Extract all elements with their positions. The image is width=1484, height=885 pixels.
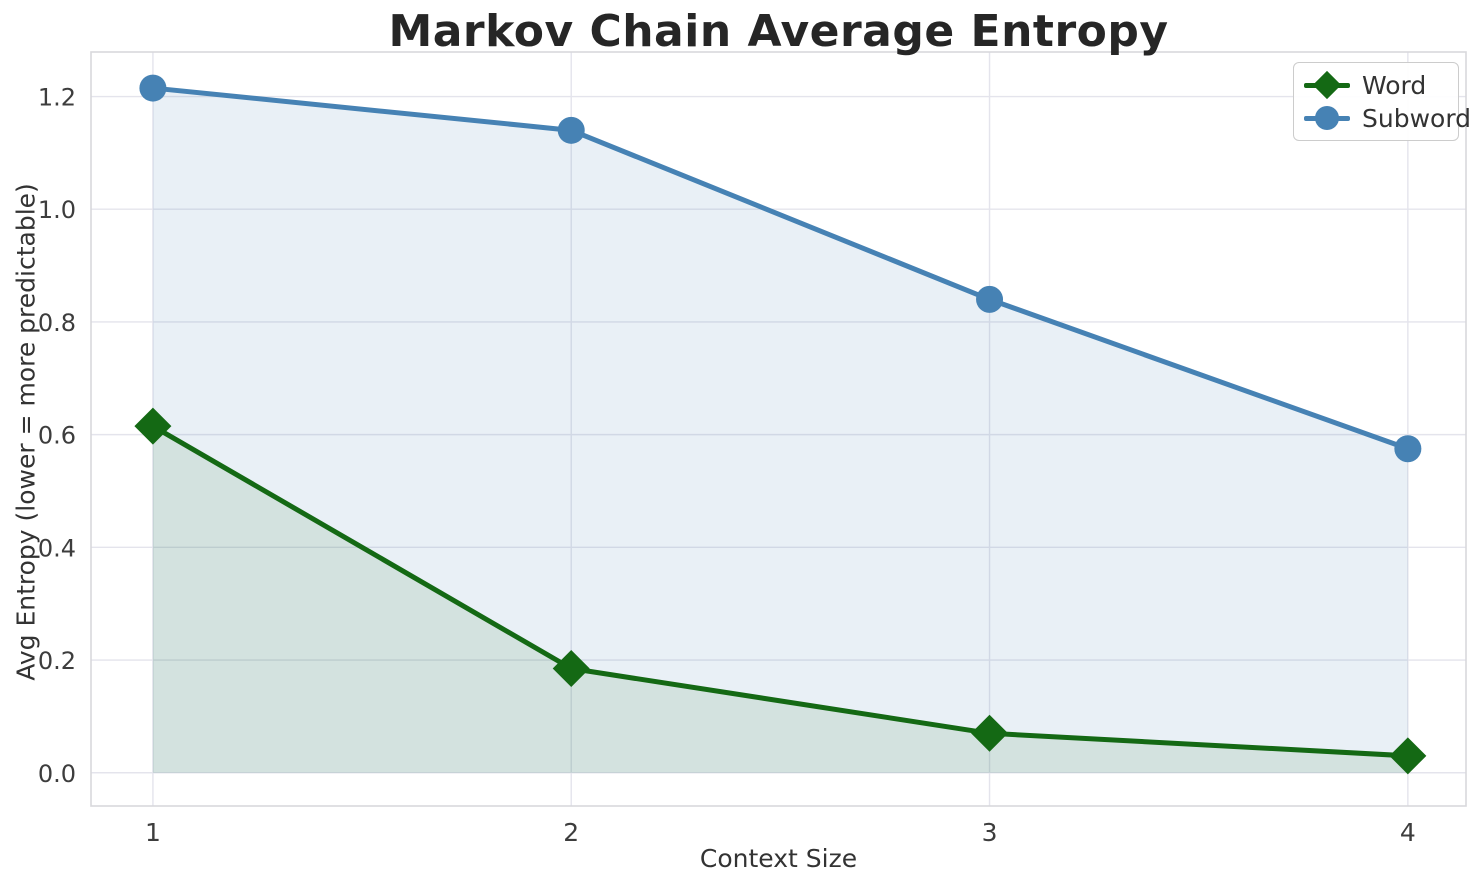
series-subword-marker xyxy=(557,116,585,144)
y-tick-label: 0.2 xyxy=(38,647,76,675)
x-tick-label: 1 xyxy=(145,818,161,847)
y-tick-label: 0.0 xyxy=(38,760,76,788)
diamond-marker-icon xyxy=(1304,70,1350,100)
series-word-marker xyxy=(552,649,590,687)
legend-shape-swatch xyxy=(1315,106,1339,130)
legend-item-subword: Subword xyxy=(1304,103,1471,133)
legend-item-word: Word xyxy=(1304,70,1446,100)
series-word-line xyxy=(150,423,1411,759)
series-word-area xyxy=(152,426,1408,773)
series-word-marker xyxy=(134,407,172,445)
x-tick-label: 4 xyxy=(1400,818,1416,847)
y-tick-label: 0.8 xyxy=(38,309,76,337)
series-subword-line xyxy=(150,85,1411,452)
x-axis-label: Context Size xyxy=(699,844,858,873)
y-tick-label: 0.6 xyxy=(38,422,76,450)
plot-background xyxy=(91,52,1466,806)
series-subword-marker xyxy=(139,74,167,102)
legend-shape-swatch xyxy=(1312,70,1342,100)
series-subword-area xyxy=(152,88,1408,773)
y-tick-label: 0.4 xyxy=(38,534,76,562)
series-subword-marker xyxy=(1394,435,1422,463)
y-tick-label: 1.2 xyxy=(38,84,76,112)
x-tick-label: 3 xyxy=(982,818,998,847)
chart-title: Markov Chain Average Entropy xyxy=(388,6,1169,57)
series-word-marker xyxy=(1389,737,1427,775)
series-word-marker xyxy=(971,714,1009,752)
legend-label: Word xyxy=(1362,70,1427,100)
x-tick-label: 2 xyxy=(563,818,579,847)
series-subword-marker xyxy=(976,285,1004,313)
y-tick-label: 1.0 xyxy=(38,196,76,224)
plot-spines xyxy=(90,51,1467,807)
legend: Word Subword xyxy=(1293,62,1471,141)
circle-marker-icon xyxy=(1304,104,1350,132)
y-axis-label: Avg Entropy (lower = more predictable) xyxy=(11,183,41,681)
legend-label: Subword xyxy=(1362,103,1472,133)
